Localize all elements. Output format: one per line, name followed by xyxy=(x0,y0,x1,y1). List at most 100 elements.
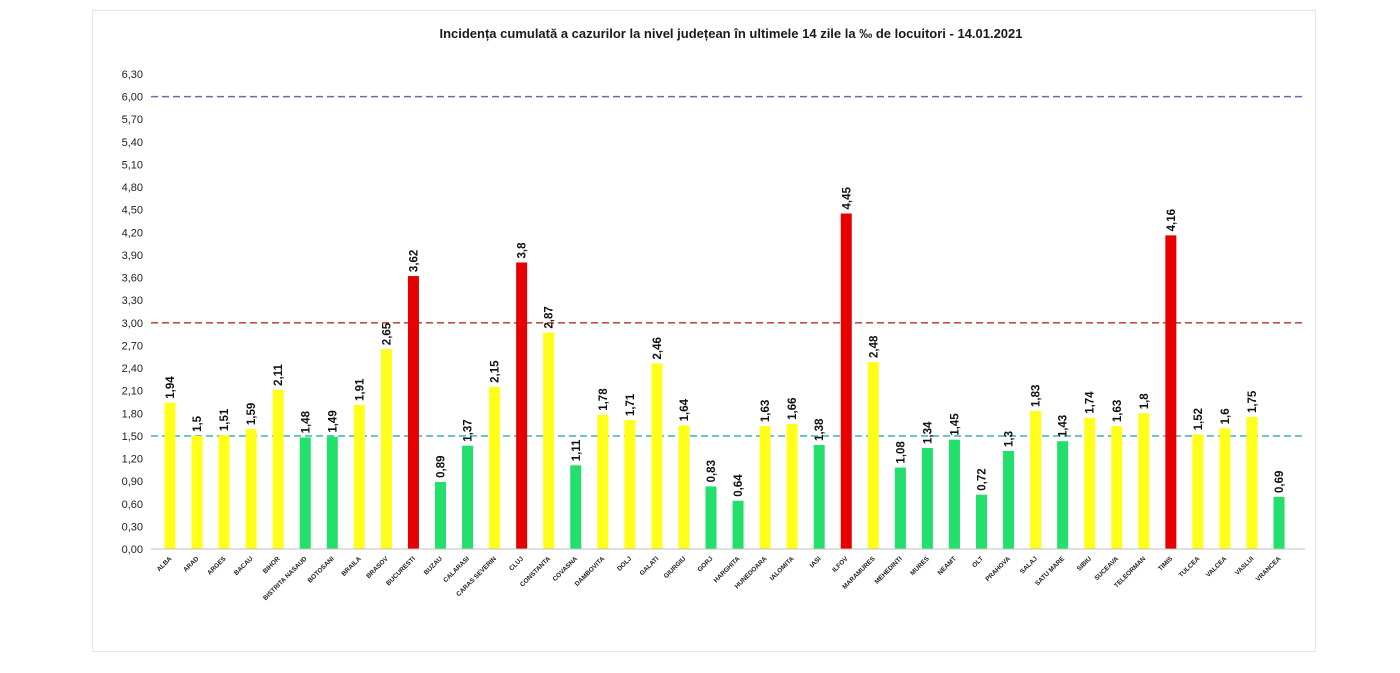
y-tick-label: 1,20 xyxy=(122,454,143,466)
bar xyxy=(732,500,744,549)
x-tick-label: BIHOR xyxy=(262,555,282,575)
data-label: 2,11 xyxy=(273,364,285,386)
bar xyxy=(380,349,392,549)
bar xyxy=(1192,434,1204,549)
bars xyxy=(164,213,1285,549)
bar xyxy=(840,213,852,549)
bar xyxy=(164,402,176,549)
x-tick-label: CLUJ xyxy=(508,555,525,572)
bar xyxy=(272,389,284,549)
x-tick-label: ARAD xyxy=(182,555,200,573)
bar xyxy=(976,494,987,549)
x-tick-label: VALCEA xyxy=(1205,555,1229,579)
bar xyxy=(1273,496,1285,549)
data-label: 0,83 xyxy=(706,460,718,482)
bar xyxy=(678,425,690,549)
bar xyxy=(921,447,933,549)
x-tick-label: BRAILA xyxy=(340,555,363,578)
data-label: 2,87 xyxy=(544,306,556,328)
data-label: 2,65 xyxy=(381,322,393,345)
data-label: 3,8 xyxy=(517,242,529,259)
y-tick-label: 1,80 xyxy=(122,408,143,420)
bar xyxy=(1084,417,1096,549)
data-label: 1,91 xyxy=(354,378,366,401)
data-label: 1,66 xyxy=(787,397,799,419)
bar-chart: Incidența cumulată a cazurilor la nivel … xyxy=(122,26,1305,602)
y-tick-label: 6,00 xyxy=(122,92,143,104)
data-label: 1,08 xyxy=(895,441,907,464)
bar xyxy=(1246,417,1258,549)
bar xyxy=(489,386,501,549)
x-tick-label: ALBA xyxy=(156,555,174,573)
x-tick-label: BUCURESTI xyxy=(385,555,417,587)
x-tick-label: SUCEAVA xyxy=(1093,555,1120,582)
y-tick-label: 5,10 xyxy=(122,159,143,171)
bar xyxy=(651,363,663,549)
x-tick-label: ILFOV xyxy=(831,555,850,574)
bar xyxy=(786,423,798,549)
x-tick-label: MEHEDINTI xyxy=(874,555,904,585)
y-axis-ticks: 0,00 0,30 0,60 0,90 1,20 1,50 1,80 2,10 2,40 2,70… xyxy=(122,69,143,556)
bar xyxy=(353,404,365,549)
chart-title: Incidența cumulată a cazurilor la nivel … xyxy=(439,26,1022,41)
x-tick-label: SATU MARE xyxy=(1034,555,1066,587)
bar xyxy=(597,414,609,549)
data-label: 1,52 xyxy=(1193,408,1205,430)
y-tick-label: 3,90 xyxy=(122,250,143,262)
data-label: 4,16 xyxy=(1166,209,1178,231)
bar xyxy=(299,437,311,549)
x-tick-label: BUZAU xyxy=(423,555,444,576)
bar xyxy=(191,435,203,549)
y-tick-label: 5,70 xyxy=(122,114,143,126)
data-label: 1,64 xyxy=(679,398,691,421)
data-label: 1,45 xyxy=(949,413,961,436)
data-label: 1,8 xyxy=(1139,393,1151,410)
bar xyxy=(218,435,230,549)
bar xyxy=(948,439,960,549)
data-label: 2,48 xyxy=(868,335,880,358)
x-tick-label: BRASOV xyxy=(365,555,390,580)
y-tick-label: 0,30 xyxy=(122,521,143,533)
x-tick-label: BACAU xyxy=(233,555,255,577)
y-tick-label: 0,00 xyxy=(122,544,143,556)
data-label: 0,69 xyxy=(1274,471,1286,493)
bar xyxy=(1165,235,1177,549)
reference-lines xyxy=(151,95,1305,437)
bar xyxy=(570,465,582,549)
bar xyxy=(462,445,474,549)
data-label: 2,46 xyxy=(652,337,664,359)
y-tick-label: 3,30 xyxy=(122,295,143,307)
x-tick-label: ARGES xyxy=(206,555,228,577)
y-tick-label: 2,40 xyxy=(122,363,143,375)
data-label: 1,59 xyxy=(246,403,258,425)
bar xyxy=(435,481,446,549)
y-tick-label: 3,00 xyxy=(122,318,143,330)
data-label: 1,37 xyxy=(463,419,475,441)
bar xyxy=(245,429,257,549)
data-label: 1,48 xyxy=(300,410,312,433)
data-label: 0,72 xyxy=(977,468,989,490)
x-tick-label: MURES xyxy=(909,555,931,577)
data-label: 1,51 xyxy=(219,408,231,431)
y-tick-label: 4,50 xyxy=(122,205,143,217)
data-label: 2,15 xyxy=(490,360,502,383)
bar xyxy=(759,426,771,549)
data-label: 1,78 xyxy=(598,388,610,411)
bar xyxy=(867,362,879,549)
y-tick-label: 0,60 xyxy=(122,499,143,511)
x-tick-label: TULCEA xyxy=(1178,555,1202,579)
x-tick-label: PRAHOVA xyxy=(984,555,1012,583)
bar xyxy=(894,467,906,549)
data-labels: 1,94 1,5 1,51 1,59 2,11 1,48 1,49 1,91 2,65 3,62 0… xyxy=(165,186,1286,496)
y-tick-label: 5,40 xyxy=(122,137,143,149)
x-tick-label: NEAMT xyxy=(937,555,958,576)
x-tick-label: TIMIS xyxy=(1157,555,1175,573)
bar xyxy=(813,444,825,549)
y-tick-label: 4,20 xyxy=(122,227,143,239)
x-tick-label: OLT xyxy=(971,555,985,569)
y-tick-label: 6,30 xyxy=(122,69,143,81)
x-tick-label: BOTOSANI xyxy=(307,555,336,584)
data-label: 1,38 xyxy=(814,418,826,441)
data-label: 1,11 xyxy=(571,439,583,461)
x-tick-label: VASLUI xyxy=(1234,555,1256,577)
